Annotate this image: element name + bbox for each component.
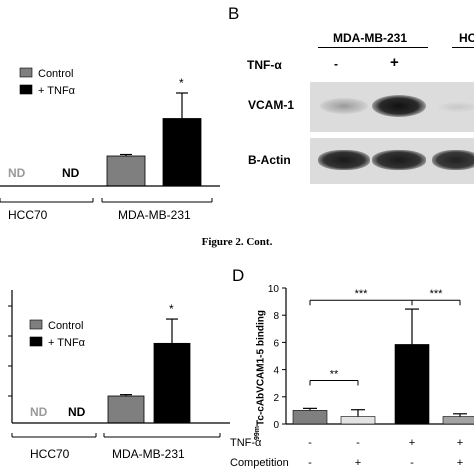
- row-label-competition: Competition: [230, 457, 289, 469]
- y-tick-label: 4: [273, 366, 279, 377]
- bar: [292, 410, 328, 425]
- panel-a-top-chart: Control + TNFα ND ND *: [0, 67, 220, 203]
- sig-mark: **: [330, 368, 339, 380]
- ylabel-text: Tc-cAbVCAM1-5 binding: [255, 310, 267, 426]
- figure-caption: Figure 2. Cont.: [0, 236, 474, 248]
- blot-band-bactin-1: [318, 150, 370, 170]
- panel-d-letter: D: [232, 266, 245, 285]
- bar: [162, 118, 202, 187]
- bar: [107, 395, 145, 424]
- y-tick-label: 2: [273, 393, 279, 404]
- tnf-sign: +: [457, 437, 463, 449]
- blot-band-vcam1-tnf: [372, 95, 426, 117]
- blot-tnf-label: TNF-α: [247, 58, 282, 72]
- top-xlabel-mdamb231: MDA-MB-231: [118, 208, 191, 222]
- blot-vcam1-strip: [310, 82, 474, 132]
- nd-label: ND: [8, 166, 26, 180]
- blot-bactin-strip: [310, 138, 474, 184]
- competition-sign: -: [308, 457, 312, 469]
- blot-row-vcam1: VCAM-1: [248, 98, 295, 112]
- bar: [394, 344, 430, 425]
- competition-sign: +: [355, 457, 361, 469]
- blot-header-mda: MDA-MB-231: [333, 31, 408, 45]
- blot-header-underline: [318, 47, 428, 48]
- panel-d-ylabel: 99mTc-cAbVCAM1-5 binding: [254, 310, 266, 440]
- legend-label: Control: [48, 320, 83, 332]
- sig-mark: ***: [355, 288, 369, 300]
- blot-band-bactin-2: [372, 150, 426, 170]
- blot-band-vcam1-hcc: [438, 102, 474, 112]
- y-tick-label: 6: [273, 338, 279, 349]
- y-tick-label: 10: [268, 284, 280, 295]
- significance-star: *: [179, 76, 184, 90]
- competition-sign: +: [457, 457, 463, 469]
- tnf-sign: -: [308, 437, 312, 449]
- bar: [340, 416, 376, 425]
- nd-label: ND: [62, 166, 80, 180]
- bar: [442, 416, 474, 425]
- panel-c-bottom-chart: Control + TNFα ND ND *: [8, 290, 230, 438]
- competition-sign: -: [410, 457, 414, 469]
- legend-swatch: [19, 84, 33, 95]
- blot-band-bactin-3: [432, 150, 474, 170]
- legend-label: + TNFα: [48, 337, 86, 349]
- nd-label: ND: [68, 405, 86, 419]
- top-xlabel-hcc70: HCC70: [8, 208, 48, 222]
- blot-header-underline-2: [452, 47, 474, 48]
- sig-mark: ***: [430, 288, 444, 300]
- significance-star: *: [169, 302, 174, 316]
- panel-b-letter: B: [228, 4, 240, 23]
- row-label-tnf: TNF-α: [230, 437, 262, 449]
- bar: [106, 155, 146, 187]
- legend-label: Control: [38, 68, 73, 80]
- y-tick-label: 8: [273, 311, 279, 322]
- blot-row-bactin: B-Actin: [248, 153, 291, 167]
- blot-band-vcam1-control: [320, 98, 368, 114]
- blot-tnf-minus: -: [334, 57, 338, 71]
- blot-header-hcc-partial: HC: [459, 31, 474, 45]
- legend-swatch: [29, 336, 43, 347]
- legend-label: + TNFα: [38, 85, 76, 97]
- bottom-xlabel-hcc70: HCC70: [30, 447, 70, 461]
- legend-swatch: [19, 67, 33, 78]
- nd-label: ND: [30, 405, 48, 419]
- y-tick-label: 0: [273, 420, 279, 431]
- blot-tnf-plus: +: [390, 54, 399, 71]
- bottom-xlabel-mdamb231: MDA-MB-231: [112, 447, 185, 461]
- legend-swatch: [29, 319, 43, 330]
- caption-text: Figure 2. Cont.: [201, 236, 273, 248]
- tnf-sign: +: [409, 437, 415, 449]
- tnf-sign: -: [356, 437, 360, 449]
- bar: [153, 342, 191, 424]
